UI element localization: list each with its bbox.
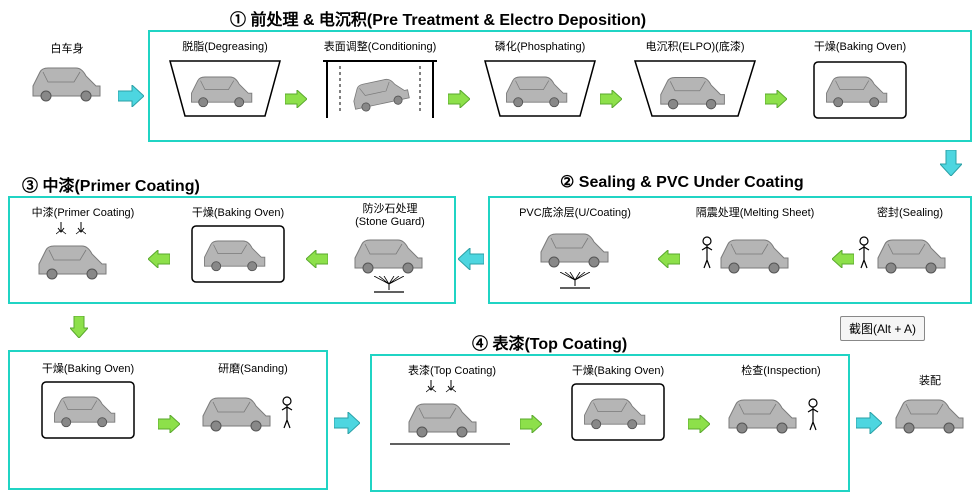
car-icon — [724, 390, 802, 436]
step-primer: 中漆(Primer Coating) — [18, 204, 148, 288]
label-degreasing: 脱脂(Degreasing) — [160, 38, 290, 54]
oven-icon — [28, 378, 148, 446]
car-icon — [34, 236, 112, 282]
spray-top-icon — [56, 222, 86, 236]
step-u-coating: PVC底涂层(U/Coating) — [500, 204, 650, 300]
arrow-right-icon — [118, 85, 144, 107]
label-stone-guard-1: 防沙石处理 — [330, 200, 450, 216]
label-inspection: 检查(Inspection) — [716, 362, 846, 378]
spray-top-icon — [426, 380, 456, 394]
car-icon — [350, 230, 428, 276]
step-body-in-white: 白车身 — [12, 40, 122, 109]
arrow-left-icon — [832, 250, 854, 268]
arrow-down-icon — [70, 316, 88, 338]
label-baking-3: 干燥(Baking Oven) — [18, 360, 158, 376]
person-icon — [857, 236, 871, 270]
car-icon — [198, 388, 276, 434]
label-sealing: 密封(Sealing) — [855, 204, 965, 220]
arrow-right-icon — [448, 90, 470, 108]
arrow-right-icon — [688, 415, 710, 433]
step-inspection: 检查(Inspection) — [716, 362, 846, 444]
step-stone-guard: 防沙石处理 (Stone Guard) — [330, 200, 450, 296]
arrow-right-icon — [334, 412, 360, 434]
label-body-in-white: 白车身 — [12, 40, 122, 56]
label-baking-4: 干燥(Baking Oven) — [548, 362, 688, 378]
spray-bottom-icon — [560, 272, 590, 290]
oven-icon — [800, 56, 920, 126]
car-icon — [536, 224, 614, 270]
step-assembly: 装配 — [880, 372, 980, 441]
step-elpo: 电沉积(ELPO)(底漆) — [625, 38, 765, 131]
section-4-title: ④ 表漆(Top Coating) — [472, 330, 627, 354]
car-icon — [28, 58, 106, 104]
section-3-title: ③ 中漆(Primer Coating) — [22, 172, 200, 196]
arrow-left-icon — [458, 248, 484, 270]
spray-bottom-icon — [374, 276, 404, 294]
screenshot-tooltip: 截图(Alt + A) — [840, 316, 925, 341]
frame-icon — [315, 56, 445, 126]
person-icon — [700, 236, 714, 270]
step-baking-4: 干燥(Baking Oven) — [548, 362, 688, 453]
car-icon — [404, 394, 482, 440]
arrow-right-icon — [285, 90, 307, 108]
label-conditioning: 表面调整(Conditioning) — [310, 38, 450, 54]
oven-icon — [558, 380, 678, 448]
label-baking-2: 干燥(Baking Oven) — [168, 204, 308, 220]
arrow-right-icon — [765, 90, 787, 108]
arrow-right-icon — [856, 412, 882, 434]
step-baking-1: 干燥(Baking Oven) — [790, 38, 930, 131]
arrow-right-icon — [520, 415, 542, 433]
arrow-down-icon — [940, 150, 962, 176]
label-top-coating: 表漆(Top Coating) — [382, 362, 522, 378]
person-icon — [806, 398, 820, 432]
step-top-coating: 表漆(Top Coating) — [382, 362, 522, 452]
tank-icon — [165, 56, 285, 126]
arrow-left-icon — [148, 250, 170, 268]
label-melting-sheet: 隔震处理(Melting Sheet) — [680, 204, 830, 220]
arrow-right-icon — [158, 415, 180, 433]
arrow-left-icon — [658, 250, 680, 268]
step-baking-2: 干燥(Baking Oven) — [168, 204, 308, 295]
label-stone-guard-2: (Stone Guard) — [330, 216, 450, 228]
label-elpo: 电沉积(ELPO)(底漆) — [625, 38, 765, 54]
label-primer: 中漆(Primer Coating) — [18, 204, 148, 220]
step-sealing: 密封(Sealing) — [855, 204, 965, 282]
label-u-coating: PVC底涂层(U/Coating) — [500, 204, 650, 220]
arrow-right-icon — [600, 90, 622, 108]
tank-icon — [630, 56, 760, 126]
step-melting-sheet: 隔震处理(Melting Sheet) — [680, 204, 830, 282]
step-degreasing: 脱脂(Degreasing) — [160, 38, 290, 131]
step-sanding: 研磨(Sanding) — [188, 360, 318, 442]
oven-icon — [178, 222, 298, 290]
step-conditioning: 表面调整(Conditioning) — [310, 38, 450, 131]
section-2-title: ② Sealing & PVC Under Coating — [560, 172, 804, 192]
step-phosphating: 磷化(Phosphating) — [475, 38, 605, 131]
label-assembly: 装配 — [880, 372, 980, 388]
step-baking-3: 干燥(Baking Oven) — [18, 360, 158, 451]
person-icon — [280, 396, 294, 430]
car-icon — [891, 390, 969, 436]
section-1-title: ① 前处理 & 电沉积(Pre Treatment & Electro Depo… — [230, 6, 646, 30]
label-sanding: 研磨(Sanding) — [188, 360, 318, 376]
tank-icon — [480, 56, 600, 126]
label-phosphating: 磷化(Phosphating) — [475, 38, 605, 54]
car-icon — [873, 230, 951, 276]
label-baking-1: 干燥(Baking Oven) — [790, 38, 930, 54]
arrow-left-icon — [306, 250, 328, 268]
car-icon — [716, 230, 794, 276]
